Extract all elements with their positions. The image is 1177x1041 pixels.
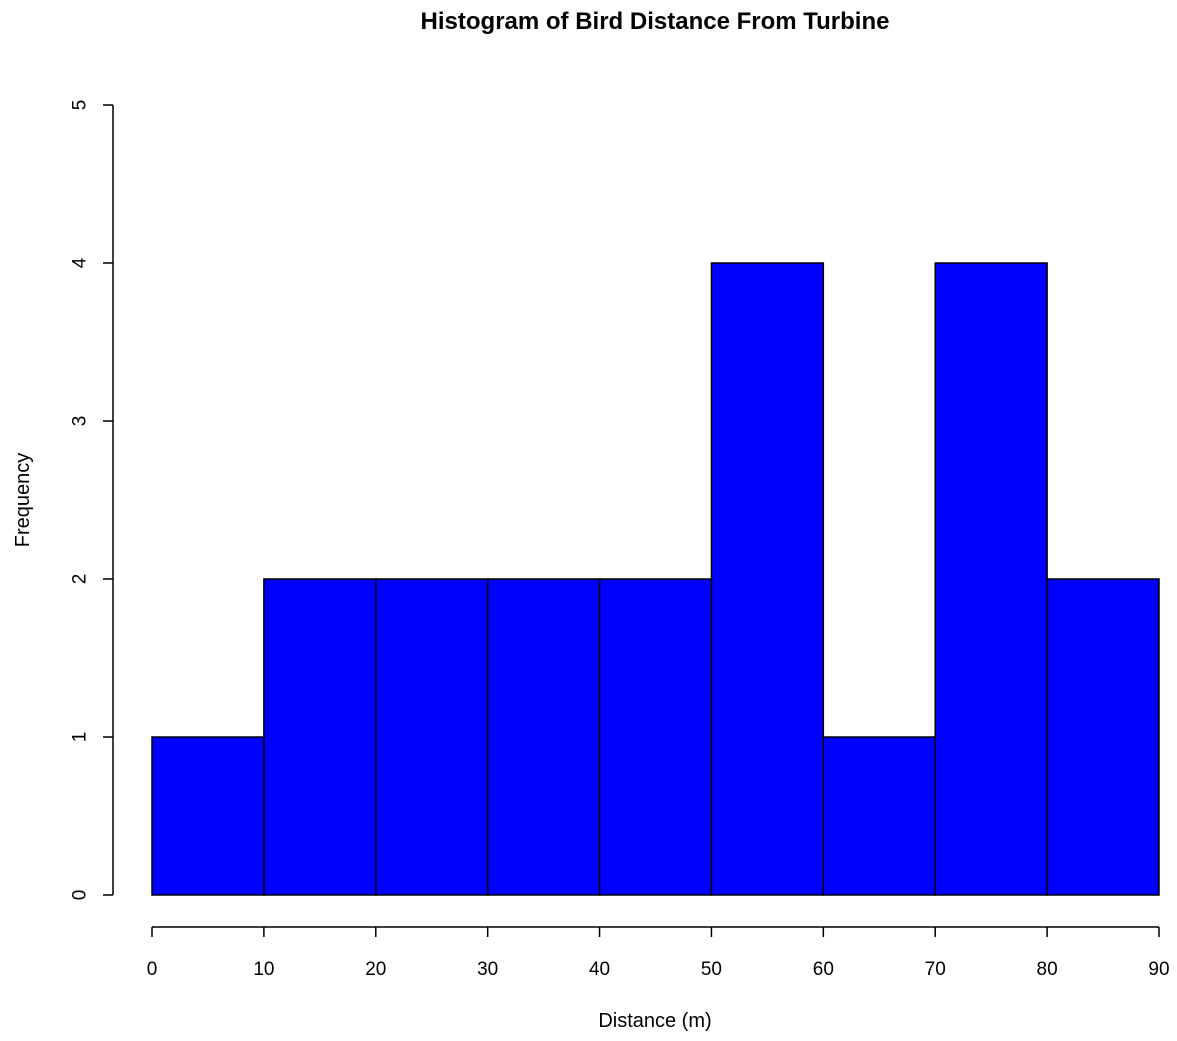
x-tick-label-4: 40 bbox=[589, 959, 610, 980]
histogram-bars bbox=[151, 262, 1160, 896]
histogram-bar-3 bbox=[486, 578, 601, 896]
histogram-bar-4 bbox=[598, 578, 713, 896]
histogram-bar-0 bbox=[151, 736, 265, 896]
histogram-bar-1 bbox=[263, 578, 377, 896]
x-tick-label-6: 60 bbox=[813, 959, 834, 980]
x-axis: 0 10 20 30 40 50 60 70 80 90 bbox=[147, 926, 1170, 980]
x-tick-label-7: 70 bbox=[925, 959, 946, 980]
y-tick-label-4: 4 bbox=[70, 257, 91, 268]
y-tick-label-1: 1 bbox=[70, 732, 91, 743]
x-tick-label-5: 50 bbox=[701, 959, 722, 980]
y-tick-label-2: 2 bbox=[70, 574, 91, 585]
x-tick-label-9: 90 bbox=[1148, 959, 1169, 980]
histogram-bar-6 bbox=[822, 736, 936, 896]
x-tick-label-3: 30 bbox=[477, 959, 498, 980]
histogram-bar-5 bbox=[710, 262, 825, 896]
x-axis-label: Distance (m) bbox=[598, 1010, 711, 1032]
chart-title: Histogram of Bird Distance From Turbine bbox=[421, 8, 890, 35]
histogram-bar-8 bbox=[1046, 578, 1160, 896]
x-tick-label-0: 0 bbox=[147, 959, 158, 980]
y-axis-label: Frequency bbox=[12, 453, 34, 548]
histogram-bar-2 bbox=[375, 578, 489, 896]
x-tick-label-1: 10 bbox=[253, 959, 274, 980]
y-tick-label-0: 0 bbox=[70, 890, 91, 901]
x-tick-label-8: 80 bbox=[1037, 959, 1058, 980]
y-tick-label-3: 3 bbox=[70, 416, 91, 427]
x-tick-label-2: 20 bbox=[365, 959, 386, 980]
y-tick-label-5: 5 bbox=[70, 100, 91, 111]
histogram-bar-7 bbox=[934, 262, 1048, 896]
y-axis: 0 1 2 3 4 5 bbox=[70, 100, 114, 901]
